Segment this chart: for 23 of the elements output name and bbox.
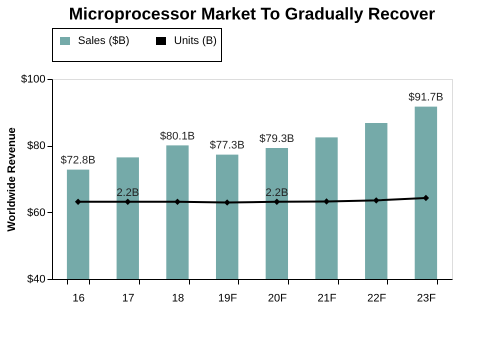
data-label: $80.1B [160, 130, 195, 142]
x-tick-label: 18 [172, 292, 184, 304]
legend-label: Sales ($B) [78, 35, 130, 47]
y-tick-label: $40 [27, 274, 46, 286]
y-tick-label: $100 [21, 74, 46, 86]
chart-title: Microprocessor Market To Gradually Recover [68, 4, 436, 24]
data-label: $79.3B [259, 133, 294, 145]
data-label: $72.8B [60, 154, 96, 167]
x-tick-label: 17 [122, 292, 134, 304]
data-label: $77.3B [210, 140, 245, 152]
y-axis-title: Worldwide Revenue [6, 127, 18, 232]
legend-label: Units (B) [174, 35, 217, 47]
x-tick-label: 23F [416, 292, 436, 304]
data-label: 2.2B [116, 186, 140, 199]
y-tick-label: $60 [27, 206, 46, 219]
x-tick-label: 20F [268, 292, 288, 304]
data-label: 2.2B [266, 186, 288, 199]
data-label: $91.7B [408, 92, 444, 104]
y-tick-label: $80 [27, 140, 46, 152]
x-tick-label: 21F [318, 292, 337, 304]
x-tick-label: 16 [72, 292, 85, 304]
x-tick-label: 22F [367, 292, 386, 304]
x-tick-label: 19F [218, 292, 238, 304]
